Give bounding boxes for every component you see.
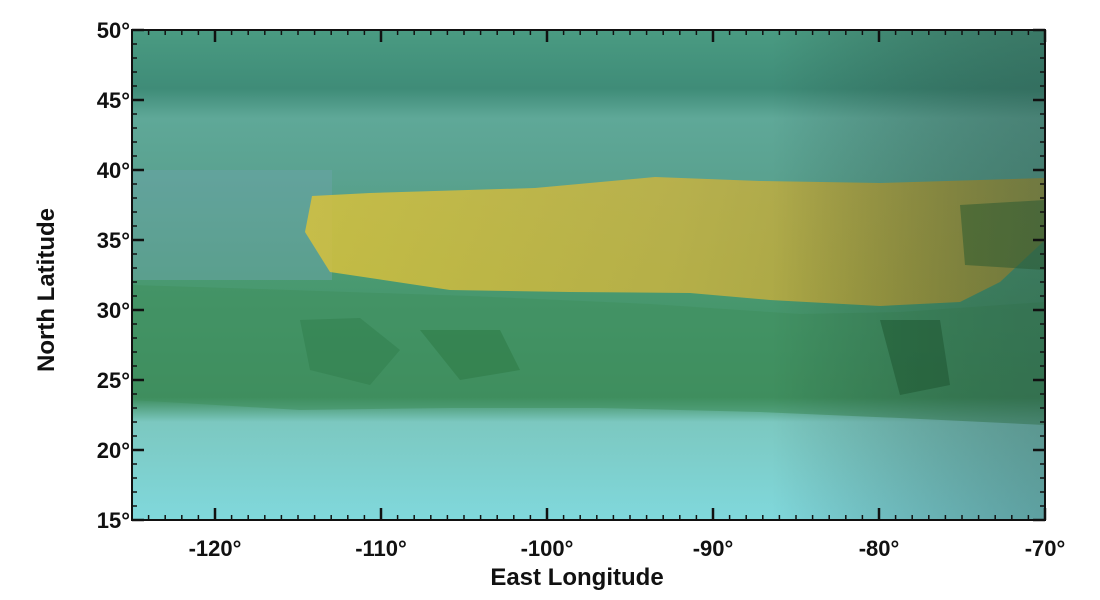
y-tick-label: 40° bbox=[97, 158, 130, 183]
y-tick-label: 45° bbox=[97, 88, 130, 113]
y-tick-label: 30° bbox=[97, 298, 130, 323]
y-tick-label: 15° bbox=[97, 508, 130, 533]
y-tick-labels: 15° 20° 25° 30° 35° 40° 45° 50° bbox=[97, 18, 130, 533]
x-tick-labels: -120° -110° -100° -90° -80° -70° bbox=[189, 536, 1066, 561]
x-tick-label: -120° bbox=[189, 536, 242, 561]
x-tick-label: -70° bbox=[1025, 536, 1066, 561]
y-tick-label: 20° bbox=[97, 438, 130, 463]
map-right-shade bbox=[132, 30, 1045, 520]
y-axis-title: North Latitude bbox=[33, 208, 60, 372]
x-axis-title: East Longitude bbox=[490, 564, 663, 591]
x-tick-label: -90° bbox=[693, 536, 734, 561]
y-tick-label: 50° bbox=[97, 18, 130, 43]
map-frame bbox=[131, 29, 1046, 521]
false-color-map-image bbox=[132, 30, 1045, 520]
y-tick-label: 35° bbox=[97, 228, 130, 253]
x-tick-label: -100° bbox=[521, 536, 574, 561]
axis-ticks bbox=[131, 28, 1047, 522]
x-tick-label: -110° bbox=[355, 536, 407, 561]
y-tick-label: 25° bbox=[97, 368, 130, 393]
x-tick-label: -80° bbox=[859, 536, 900, 561]
